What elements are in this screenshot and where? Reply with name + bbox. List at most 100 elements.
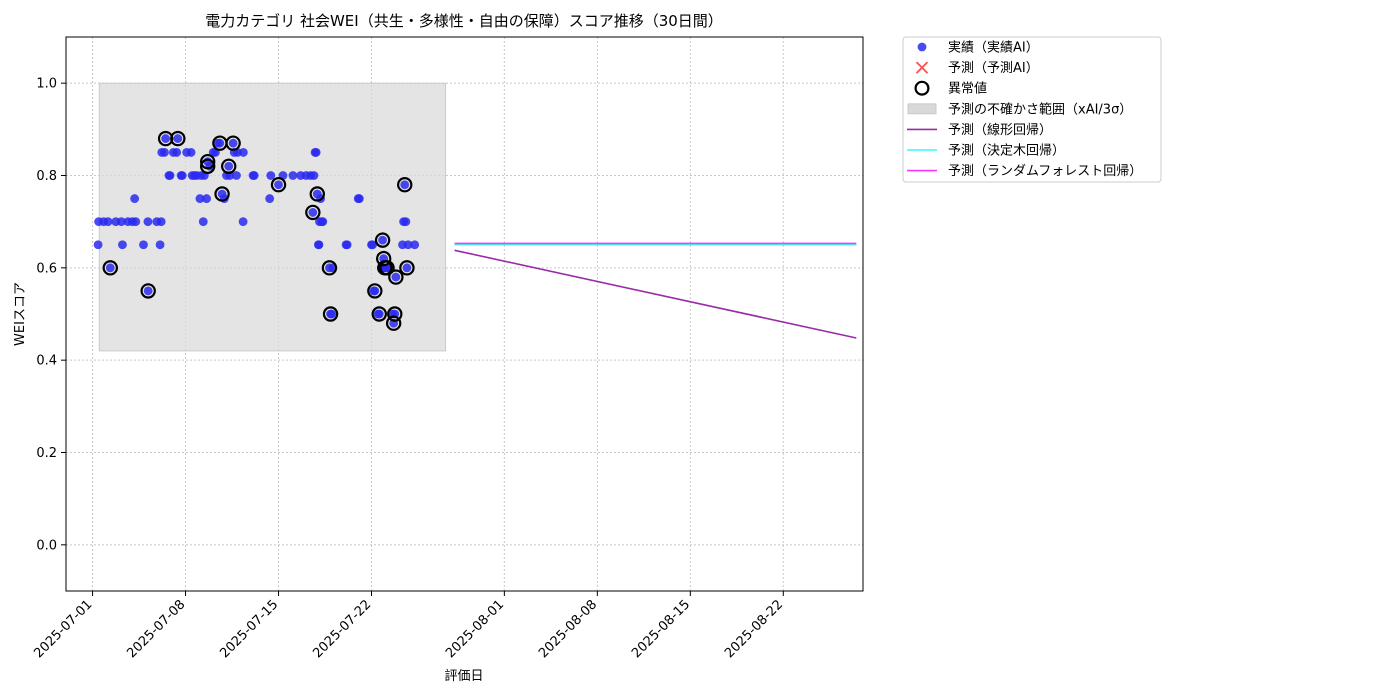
anomaly-marker	[388, 269, 404, 285]
actual-point	[265, 194, 275, 203]
actual-point	[143, 217, 153, 227]
anomaly-marker	[367, 283, 383, 299]
legend-item: 予測（ランダムフォレスト回帰）	[907, 163, 1142, 179]
actual-point	[401, 217, 411, 227]
legend-label: 予測（予測AI）	[948, 61, 1039, 76]
anomaly-marker	[102, 260, 118, 276]
actual-point	[403, 240, 413, 250]
actual-point	[202, 194, 211, 203]
actual-point	[130, 194, 140, 203]
actual-point	[288, 171, 298, 180]
anomaly-marker	[375, 250, 392, 267]
anomaly-marker	[397, 177, 413, 193]
actual-point	[131, 217, 141, 227]
actual-point	[139, 240, 148, 250]
actual-point	[311, 148, 321, 157]
actual-point	[378, 235, 387, 245]
x-axis-ticks: 2025-07-01 2025-07-08 2025-07-15 2025-07-22…	[31, 591, 786, 661]
actual-point	[400, 180, 410, 190]
y-tick-label: 0.2	[36, 446, 57, 461]
anomaly-marker	[387, 306, 403, 322]
anomaly-marker	[305, 204, 321, 221]
legend-label: 実績（実績AI）	[948, 40, 1039, 56]
x-tick-label: 2025-07-08	[124, 597, 188, 661]
actual-point	[238, 148, 248, 157]
actual-point	[309, 171, 319, 180]
actual-point	[118, 240, 127, 250]
actual-point	[160, 148, 169, 157]
actual-point	[232, 171, 241, 180]
anomaly-marker	[374, 232, 391, 248]
anomaly-marker	[199, 158, 216, 174]
anomaly-marker	[309, 186, 325, 202]
x-tick-label: 2025-07-01	[31, 597, 95, 661]
actual-point	[215, 138, 225, 148]
legend-cross-marker	[915, 61, 929, 74]
actual-point	[374, 309, 384, 319]
x-tick-label: 2025-07-22	[310, 597, 374, 661]
actual-point	[172, 148, 182, 157]
x-tick-label: 2025-08-15	[629, 597, 693, 661]
anomaly-marker	[321, 260, 338, 276]
actual-point	[314, 240, 324, 250]
legend-point-marker	[917, 42, 927, 52]
legend-item: 実績（実績AI）	[917, 40, 1039, 56]
x-tick-label: 2025-07-15	[217, 597, 281, 661]
actual-point	[274, 180, 283, 190]
actual-point	[327, 309, 337, 319]
actual-point	[228, 138, 238, 148]
actual-point	[156, 217, 166, 227]
actual-point	[354, 194, 364, 203]
anomaly-marker	[170, 130, 186, 147]
legend-item: 予測（予測AI）	[915, 61, 1039, 76]
anomaly-marker	[214, 186, 230, 202]
x-tick-label: 2025-08-22	[722, 597, 786, 661]
legend-item: 予測（決定木回帰）	[907, 143, 1065, 159]
actual-point	[173, 134, 183, 143]
legend-band-swatch	[907, 103, 937, 115]
actual-point	[391, 272, 401, 282]
anomaly-marker	[371, 306, 387, 322]
y-tick-label: 0.4	[36, 354, 57, 369]
anomaly-marker	[199, 153, 216, 170]
actual-point	[370, 286, 380, 296]
actual-point	[93, 240, 103, 250]
anomaly-marker	[270, 177, 287, 193]
legend-ring-marker	[914, 80, 930, 96]
anomaly-marker	[379, 260, 395, 276]
legend-item: 異常値	[914, 80, 987, 97]
forecast-line	[454, 249, 857, 339]
actual-point	[105, 263, 115, 273]
chart-title: 電力カテゴリ 社会WEI（共生・多様性・自由の保障）スコア推移（30日間）	[205, 12, 723, 30]
actual-point	[308, 208, 318, 217]
series-layer	[93, 130, 857, 339]
y-tick-label: 0.8	[36, 169, 57, 184]
legend-item: 予測の不確かさ範囲（xAI/3σ）	[907, 101, 1132, 117]
actual-point	[224, 161, 234, 171]
anomaly-marker	[385, 315, 402, 331]
uncertainty-band	[98, 82, 447, 352]
actual-point	[186, 148, 196, 157]
actual-point	[161, 134, 171, 143]
legend-label: 予測（線形回帰）	[948, 122, 1052, 138]
legend-label: 予測（決定木回帰）	[948, 143, 1065, 159]
actual-point	[238, 217, 248, 227]
actual-point	[165, 171, 175, 180]
anomaly-marker	[140, 283, 156, 299]
legend-label: 予測の不確かさ範囲（xAI/3σ）	[948, 101, 1132, 117]
x-tick-label: 2025-08-08	[536, 597, 600, 661]
y-tick-label: 1.0	[36, 77, 57, 92]
legend-item: 予測（線形回帰）	[907, 122, 1052, 138]
actual-point	[195, 194, 205, 203]
y-axis-ticks: 0.0 0.2 0.4 0.6 0.8 1.0	[36, 77, 66, 553]
anomaly-marker	[221, 158, 237, 174]
actual-point	[249, 171, 259, 180]
actual-point	[368, 240, 378, 250]
anomaly-marker	[322, 306, 339, 322]
actual-point	[402, 263, 412, 273]
actual-point	[318, 217, 328, 227]
